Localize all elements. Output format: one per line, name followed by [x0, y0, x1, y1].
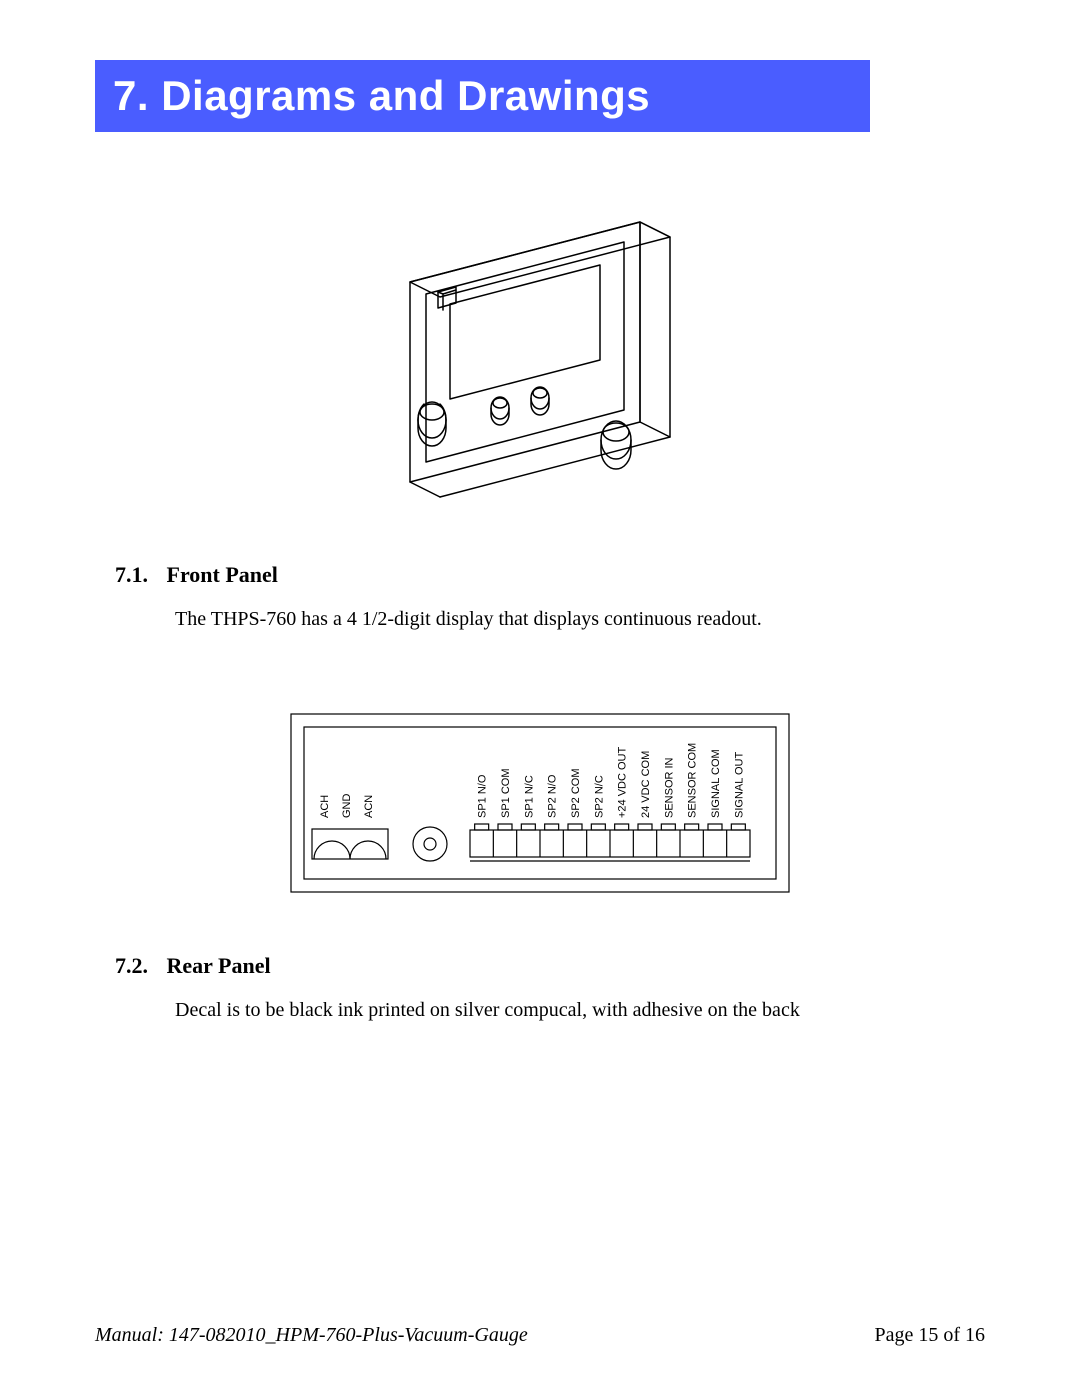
page-footer: Manual: 147-082010_HPM-760-Plus-Vacuum-G… — [95, 1324, 985, 1347]
front-panel-diagram — [390, 192, 690, 522]
terminal-label: +24 VDC OUT — [617, 747, 629, 818]
terminal-label: 24 VDC COM — [640, 751, 652, 818]
rear-panel-body: Decal is to be black ink printed on silv… — [175, 997, 985, 1024]
front-panel-heading: 7.1. Front Panel — [115, 562, 985, 588]
footer-page-number: Page 15 of 16 — [874, 1324, 985, 1347]
power-label: ACH — [319, 795, 331, 818]
terminal-label: SIGNAL COM — [710, 749, 722, 818]
footer-manual-id: Manual: 147-082010_HPM-760-Plus-Vacuum-G… — [95, 1324, 528, 1347]
front-panel-body: The THPS-760 has a 4 1/2-digit display t… — [175, 606, 985, 633]
terminal-label: SENSOR IN — [663, 757, 675, 818]
terminal-label: SP2 COM — [570, 768, 582, 818]
front-panel-heading-number: 7.1. — [115, 562, 161, 588]
terminal-label: SENSOR COM — [687, 743, 699, 818]
terminal-label: SP1 COM — [500, 768, 512, 818]
power-label: GND — [341, 794, 353, 819]
rear-panel-diagram: ACH GND ACN SP1 N/O SP1 COM SP1 N/C SP2 N/O SP… — [290, 713, 790, 893]
power-label: ACN — [363, 795, 375, 818]
terminal-label: SP1 N/O — [477, 774, 489, 818]
rear-panel-heading-title: Rear Panel — [167, 953, 271, 978]
section-title: 7. Diagrams and Drawings — [113, 72, 852, 120]
rear-panel-heading-number: 7.2. — [115, 953, 161, 979]
section-header: 7. Diagrams and Drawings — [95, 60, 870, 132]
rear-panel-heading: 7.2. Rear Panel — [115, 953, 985, 979]
terminal-label: SIGNAL OUT — [733, 752, 745, 818]
front-panel-heading-title: Front Panel — [167, 562, 278, 587]
terminal-label: SP1 N/C — [523, 775, 535, 818]
terminal-label: SP2 N/C — [593, 775, 605, 818]
terminal-label: SP2 N/O — [547, 774, 559, 818]
